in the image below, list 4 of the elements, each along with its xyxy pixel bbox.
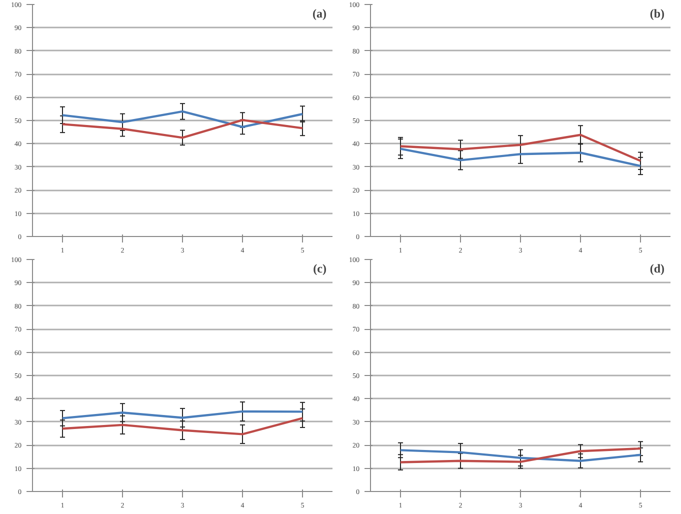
annotation: (b) xyxy=(650,6,665,21)
annotation: (a) xyxy=(312,6,327,21)
annotation: (c) xyxy=(313,262,327,276)
annotation: (d) xyxy=(650,262,665,276)
